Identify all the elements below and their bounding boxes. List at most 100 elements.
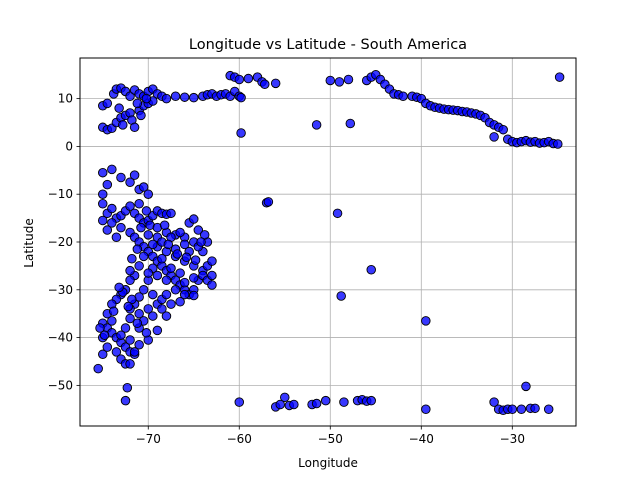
data-point	[190, 255, 201, 265]
data-point	[141, 206, 152, 216]
y-tick-label: −20	[48, 235, 73, 249]
data-point	[259, 79, 270, 90]
data-point	[125, 177, 135, 188]
data-point	[116, 222, 126, 233]
data-point	[143, 230, 154, 240]
data-point	[189, 290, 199, 301]
y-tick-label: 10	[58, 92, 73, 106]
data-point	[172, 249, 183, 259]
x-tick-label: −30	[500, 432, 525, 446]
data-point	[102, 98, 113, 109]
data-point	[138, 251, 149, 262]
data-point	[129, 347, 140, 357]
data-point	[207, 270, 217, 281]
data-point	[366, 395, 376, 406]
data-point	[336, 291, 346, 301]
data-point	[129, 122, 140, 133]
data-point	[157, 304, 167, 314]
data-point	[120, 395, 131, 406]
data-point	[166, 263, 176, 274]
data-point	[181, 252, 192, 263]
data-point	[325, 75, 336, 86]
data-point	[141, 93, 152, 104]
data-point	[236, 92, 246, 103]
x-axis-label: Longitude	[298, 456, 358, 470]
x-tick-label: −60	[227, 432, 252, 446]
data-point	[122, 383, 133, 393]
data-point	[163, 239, 174, 250]
data-point	[421, 404, 431, 415]
data-point	[507, 404, 518, 415]
data-point	[136, 222, 146, 233]
data-point	[175, 227, 185, 238]
data-point	[132, 244, 143, 254]
y-tick-label: −50	[48, 378, 73, 392]
data-point	[141, 328, 152, 338]
data-point	[516, 404, 527, 415]
y-axis-label: Latitude	[22, 218, 36, 267]
data-point	[489, 132, 499, 142]
data-point	[134, 308, 144, 319]
data-point	[138, 182, 149, 192]
data-point	[175, 296, 185, 307]
data-point	[421, 316, 431, 326]
data-point	[134, 261, 144, 271]
x-tick-label: −40	[409, 432, 434, 446]
data-point	[345, 118, 356, 129]
data-point	[99, 330, 110, 340]
data-point	[320, 395, 331, 406]
data-point	[280, 392, 290, 403]
data-point	[289, 399, 299, 410]
data-point	[543, 404, 554, 415]
data-point	[166, 299, 176, 309]
data-point	[132, 318, 143, 328]
data-point	[332, 208, 343, 219]
data-point	[143, 189, 154, 199]
data-point	[311, 120, 322, 130]
data-point	[107, 164, 117, 175]
data-point	[179, 277, 190, 288]
data-point	[159, 220, 170, 231]
data-point	[148, 311, 158, 321]
data-point	[234, 397, 245, 407]
data-point	[98, 215, 108, 226]
data-point	[554, 72, 565, 82]
data-point	[143, 268, 154, 278]
y-tick-label: −40	[48, 331, 73, 345]
data-point	[102, 225, 113, 235]
data-point	[134, 199, 144, 209]
data-point	[98, 167, 108, 178]
data-point	[125, 335, 135, 345]
data-point	[127, 253, 137, 264]
data-point	[98, 199, 108, 209]
data-point	[343, 74, 354, 85]
data-point	[143, 304, 154, 314]
y-axis-ticks: −50 −40 −30 −20 −10 0 10	[48, 92, 80, 392]
data-point	[263, 197, 274, 207]
data-point	[125, 313, 135, 324]
chart-title: Longitude vs Latitude - South America	[189, 37, 467, 53]
data-point	[189, 214, 199, 224]
data-point	[116, 330, 126, 340]
data-point	[123, 301, 133, 312]
data-point	[95, 323, 105, 333]
data-point	[93, 363, 103, 374]
data-point	[489, 397, 499, 407]
data-point	[311, 398, 322, 409]
data-point	[152, 270, 163, 281]
data-point	[108, 306, 119, 317]
data-point	[125, 275, 135, 285]
data-point	[175, 268, 185, 278]
data-point	[102, 342, 113, 352]
data-point	[243, 73, 254, 84]
y-tick-label: −10	[48, 187, 73, 201]
data-point	[111, 347, 122, 357]
data-point	[170, 285, 181, 295]
data-point	[161, 289, 172, 300]
data-point	[530, 403, 540, 414]
y-tick-label: 0	[65, 139, 73, 153]
data-point	[196, 237, 206, 247]
data-point	[102, 179, 113, 190]
data-point	[339, 397, 349, 407]
data-point	[107, 203, 117, 214]
